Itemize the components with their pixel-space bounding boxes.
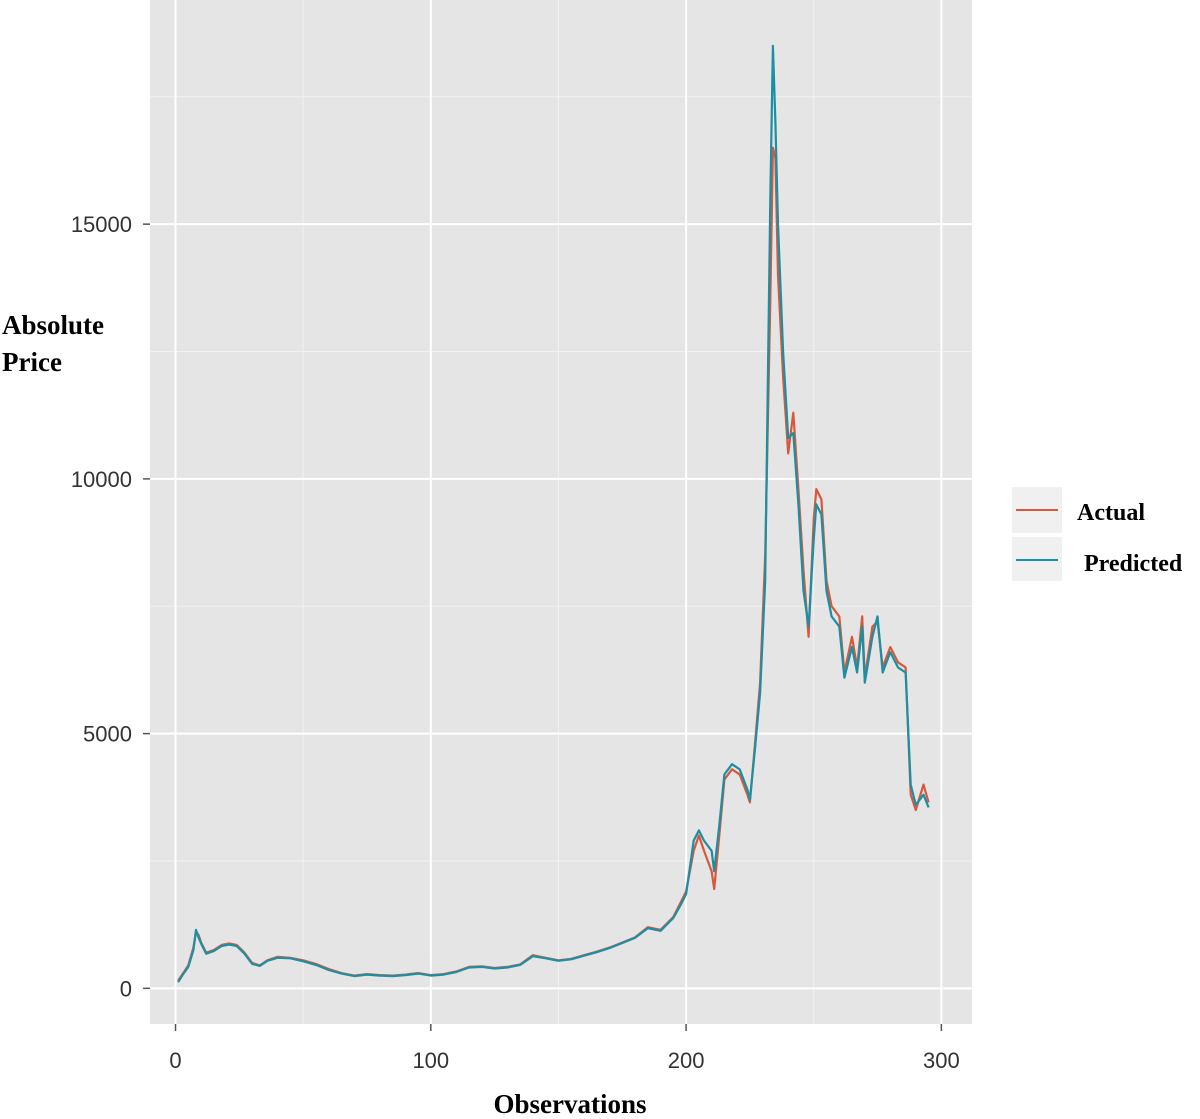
- legend: Actual Predicted: [1012, 487, 1183, 581]
- y-axis-title-line-2: Price: [2, 347, 62, 377]
- series-line-predicted: [177, 44, 930, 983]
- x-tick-label: 100: [412, 1048, 449, 1073]
- plot-panel: [150, 0, 972, 1024]
- series-lines: [177, 44, 930, 983]
- y-axis: 0 5000 10000 15000: [71, 212, 150, 1001]
- x-tick-label: 200: [668, 1048, 705, 1073]
- y-tick-label: 5000: [83, 722, 132, 747]
- y-tick-label: 0: [120, 976, 132, 1001]
- y-axis-title-line-1: Absolute: [2, 310, 104, 340]
- x-tick-label: 0: [169, 1048, 181, 1073]
- x-axis: 0 100 200 300: [169, 1024, 960, 1073]
- legend-label-predicted: Predicted: [1084, 551, 1183, 577]
- y-tick-label: 15000: [71, 212, 132, 237]
- x-tick-label: 300: [923, 1048, 960, 1073]
- major-gridlines: [150, 0, 972, 1024]
- x-axis-title: Observations: [493, 1089, 646, 1119]
- legend-label-actual: Actual: [1077, 500, 1145, 526]
- y-tick-label: 10000: [71, 467, 132, 492]
